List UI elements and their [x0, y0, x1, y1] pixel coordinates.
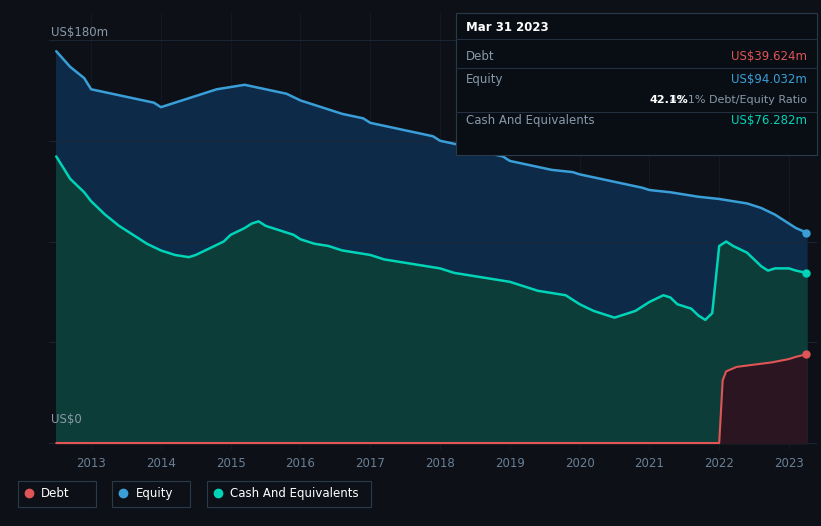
- Text: US$180m: US$180m: [51, 26, 108, 39]
- Text: 42.1%: 42.1%: [649, 95, 688, 105]
- Text: Cash And Equivalents: Cash And Equivalents: [230, 487, 359, 500]
- Text: US$76.282m: US$76.282m: [731, 115, 807, 127]
- Text: Debt: Debt: [41, 487, 70, 500]
- Text: Cash And Equivalents: Cash And Equivalents: [466, 115, 594, 127]
- Text: 42.1% Debt/Equity Ratio: 42.1% Debt/Equity Ratio: [670, 95, 807, 105]
- Text: Equity: Equity: [466, 74, 503, 86]
- Text: US$39.624m: US$39.624m: [731, 50, 807, 63]
- Text: Equity: Equity: [135, 487, 173, 500]
- Text: US$0: US$0: [51, 413, 81, 426]
- Text: US$94.032m: US$94.032m: [732, 74, 807, 86]
- Text: Mar 31 2023: Mar 31 2023: [466, 22, 548, 34]
- Text: Debt: Debt: [466, 50, 494, 63]
